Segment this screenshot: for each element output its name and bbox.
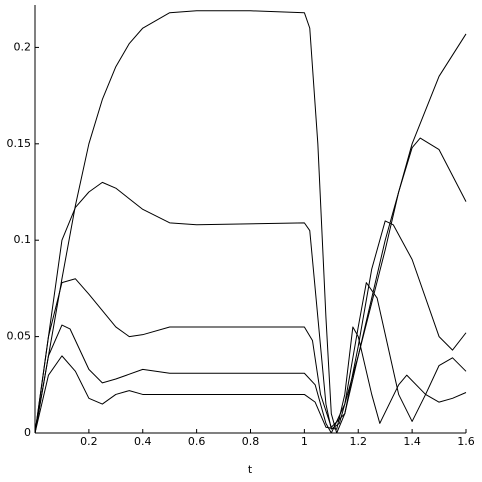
series-line	[34, 10, 467, 434]
y-tick-label: 0.1	[14, 233, 32, 246]
x-tick-label: 0.8	[242, 435, 260, 448]
y-tick-label: 0.15	[7, 137, 32, 150]
x-tick-label: 1.6	[457, 435, 475, 448]
x-tick-label: 1.2	[350, 435, 368, 448]
x-tick-label: 0.4	[134, 435, 152, 448]
series-line	[34, 282, 467, 434]
y-tick-label: 0.2	[14, 40, 32, 53]
series-line	[34, 220, 467, 434]
x-tick-label: 1.4	[403, 435, 421, 448]
y-tick-label: 0.05	[7, 330, 32, 343]
series-line	[34, 137, 467, 434]
x-tick-label: 0.6	[188, 435, 206, 448]
series-line	[34, 326, 467, 434]
x-axis-label: t	[248, 463, 253, 476]
x-tick-label: 0.2	[80, 435, 98, 448]
x-tick-label: 1	[301, 435, 308, 448]
y-tick-label: 0	[24, 426, 31, 439]
